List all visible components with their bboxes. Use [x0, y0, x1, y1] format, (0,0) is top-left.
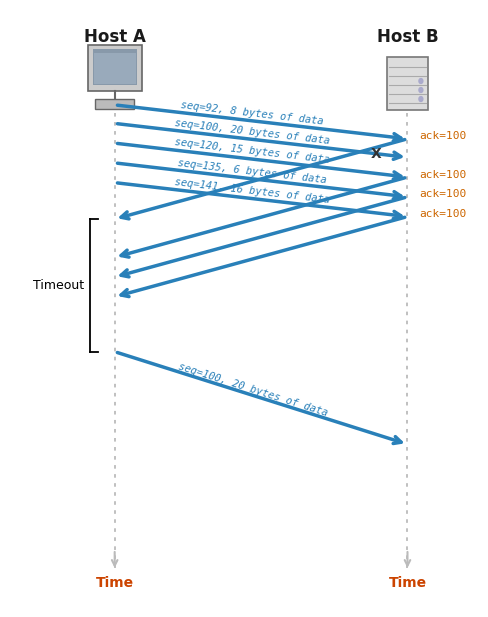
Text: seq=92, 8 bytes of data: seq=92, 8 bytes of data	[180, 100, 324, 126]
Text: seq=120, 15 bytes of data: seq=120, 15 bytes of data	[174, 138, 330, 165]
Text: ack=100: ack=100	[420, 209, 467, 219]
FancyBboxPatch shape	[387, 57, 428, 110]
Text: seq=135, 6 bytes of data: seq=135, 6 bytes of data	[177, 157, 327, 184]
Text: Time: Time	[96, 576, 134, 590]
Circle shape	[419, 97, 423, 101]
Text: X: X	[370, 147, 381, 160]
Circle shape	[419, 78, 423, 83]
FancyBboxPatch shape	[93, 49, 137, 85]
Text: ack=100: ack=100	[420, 131, 467, 141]
FancyBboxPatch shape	[88, 45, 142, 91]
Text: ack=100: ack=100	[420, 170, 467, 180]
Text: Host A: Host A	[84, 28, 145, 46]
Text: Timeout: Timeout	[33, 279, 84, 292]
Text: seq=141, 16 bytes of data: seq=141, 16 bytes of data	[174, 177, 330, 205]
Text: ack=100: ack=100	[420, 189, 467, 199]
FancyBboxPatch shape	[95, 99, 134, 109]
FancyBboxPatch shape	[94, 53, 136, 84]
Text: Host B: Host B	[377, 28, 438, 46]
Circle shape	[419, 88, 423, 93]
Text: seq=100, 20 bytes of data: seq=100, 20 bytes of data	[174, 118, 330, 146]
Text: seq=100, 20 bytes of data: seq=100, 20 bytes of data	[177, 361, 329, 418]
Text: Time: Time	[388, 576, 427, 590]
